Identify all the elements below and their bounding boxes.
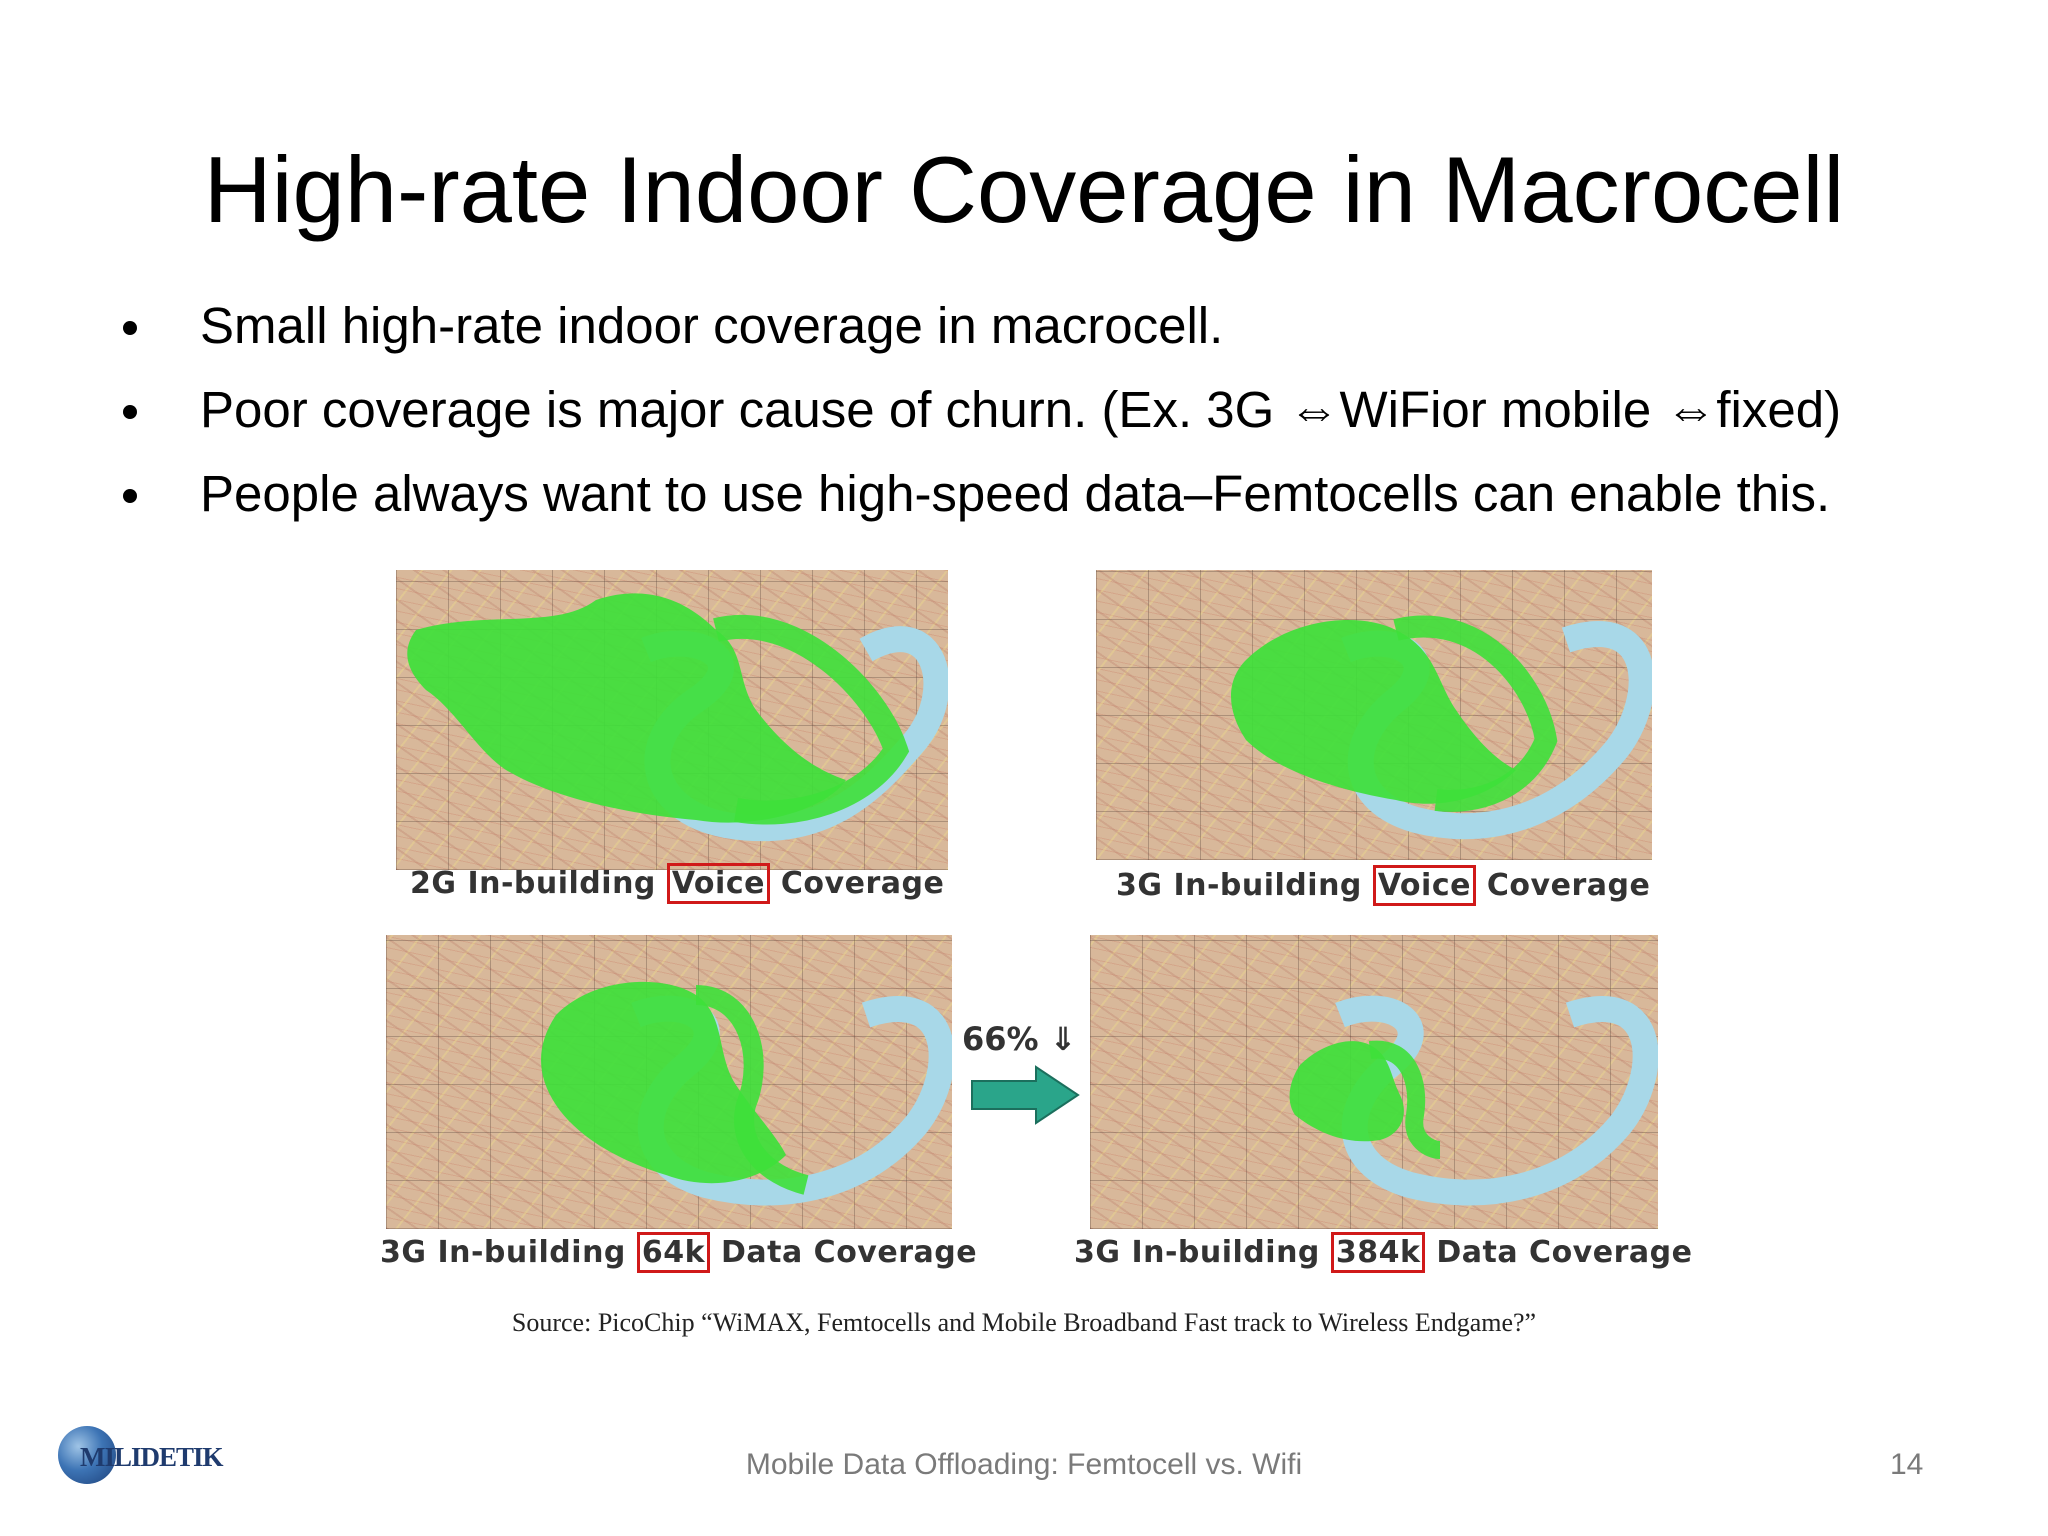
map-image [386, 935, 952, 1229]
bullet-item: Poor coverage is major cause of churn. (… [115, 379, 1955, 463]
map-overlay [541, 981, 952, 1206]
map-overlay [1231, 615, 1652, 840]
bullet-list: Small high-rate indoor coverage in macro… [115, 295, 1955, 547]
coverage-map-3g-64k-data: 3G In-building 64k Data Coverage [380, 935, 977, 1275]
map-image [1090, 935, 1658, 1229]
coverage-band [713, 614, 910, 825]
bullet-dot-icon [123, 321, 137, 335]
reduction-label: 66% ⇓ [962, 1020, 1077, 1058]
globe-icon [58, 1426, 116, 1484]
bullet-text: Small high-rate indoor coverage in macro… [200, 297, 1224, 354]
company-logo: MILIDETIK [58, 1422, 224, 1492]
figure-source: Source: PicoChip “WiMAX, Femtocells and … [511, 1308, 1537, 1337]
logo-text: MILIDETIK [80, 1442, 224, 1472]
bullet-text: Poor coverage is major cause of churn. (… [200, 381, 1842, 438]
river [1335, 995, 1658, 1206]
map-overlay [1289, 995, 1658, 1206]
coverage-area [407, 593, 846, 823]
coverage-band [695, 985, 809, 1195]
bullet-item: People always want to use high-speed dat… [115, 463, 1955, 547]
coverage-map-2g-voice: 2G In-building Voice Coverage [396, 570, 956, 910]
coverage-band [1393, 615, 1558, 812]
coverage-band [1368, 1040, 1442, 1159]
highlight-box: 64k [636, 1232, 711, 1273]
map-caption: 3G In-building 384k Data Coverage [1074, 1232, 1692, 1273]
coverage-area [541, 981, 786, 1184]
coverage-map-3g-voice: 3G In-building Voice Coverage [1096, 570, 1676, 910]
bullet-dot-icon [123, 405, 137, 419]
highlight-box: 384k [1330, 1232, 1426, 1273]
highlight-box: Voice [1372, 865, 1476, 906]
slide-title: High-rate Indoor Coverage in Macrocell [203, 137, 1845, 242]
bullet-dot-icon [123, 489, 137, 503]
highlight-box: Voice [666, 863, 770, 904]
coverage-area [1231, 620, 1516, 804]
map-image [396, 570, 948, 870]
coverage-area [1289, 1041, 1404, 1142]
bullet-text: People always want to use high-speed dat… [200, 465, 1831, 522]
map-caption: 3G In-building Voice Coverage [1116, 865, 1650, 906]
coverage-map-3g-384k-data: 3G In-building 384k Data Coverage [1074, 935, 1692, 1275]
page-number: 14 [1890, 1448, 1924, 1481]
right-arrow-icon [971, 1065, 1080, 1125]
footer-title: Mobile Data Offloading: Femtocell vs. Wi… [745, 1448, 1303, 1481]
map-image [1096, 570, 1652, 860]
map-overlay [407, 593, 948, 842]
map-caption: 3G In-building 64k Data Coverage [380, 1232, 977, 1273]
map-caption: 2G In-building Voice Coverage [410, 863, 944, 904]
bullet-item: Small high-rate indoor coverage in macro… [115, 295, 1955, 379]
